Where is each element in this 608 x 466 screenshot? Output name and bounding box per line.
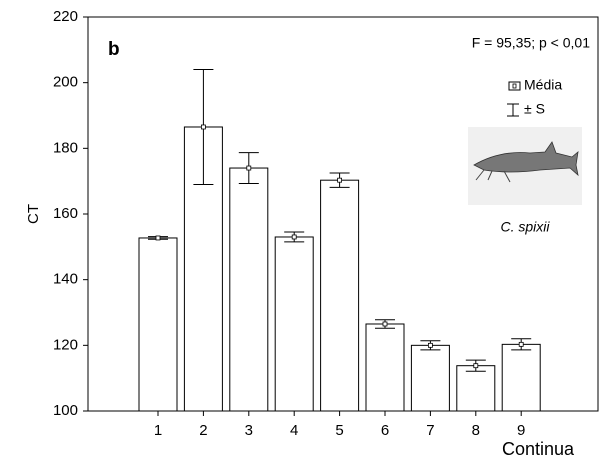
x-tick-label: 2 [199,422,207,439]
y-tick-label: 180 [53,139,78,156]
x-tick-label: 5 [335,422,343,439]
legend-mean-dot [512,83,517,89]
legend-mean-icon [508,81,521,91]
bar [501,343,541,412]
y-tick-label: 160 [53,205,78,222]
legend-error-icon [507,103,519,117]
y-tick-label: 120 [53,336,78,353]
bar [365,323,405,412]
mean-marker [427,342,433,348]
annotation: F = 95,35; p < 0,01 [472,35,591,51]
mean-marker [155,235,161,241]
x-tick-label: 7 [426,422,434,439]
bar [229,167,269,412]
y-tick-label: 220 [53,8,78,25]
mean-marker [518,341,524,347]
mean-marker [246,165,252,171]
bar [320,179,360,412]
x-tick-label: 6 [381,422,389,439]
mean-marker [200,124,206,130]
x-axis-label: Continua [502,439,575,459]
mean-marker [382,321,388,327]
bar [410,344,450,412]
mean-marker [337,177,343,183]
x-tick-label: 8 [472,422,480,439]
legend-mean: Média [524,77,562,93]
species-label: C. spixii [500,219,550,235]
fish-image [468,127,582,205]
y-tick-label: 200 [53,74,78,91]
x-tick-label: 4 [290,422,298,439]
legend-error: ± S [524,101,545,117]
fish-barbels [475,169,511,183]
panel-label: b [108,39,120,60]
x-tick-label: 3 [245,422,253,439]
bar [138,237,178,412]
x-tick-label: 9 [517,422,525,439]
bar [456,365,496,412]
y-tick-label: 100 [53,402,78,419]
mean-marker [473,363,479,369]
y-axis-label: CT [25,204,42,224]
x-tick-label: 1 [154,422,162,439]
y-tick-label: 140 [53,271,78,288]
mean-marker [291,234,297,240]
bar [274,236,314,412]
